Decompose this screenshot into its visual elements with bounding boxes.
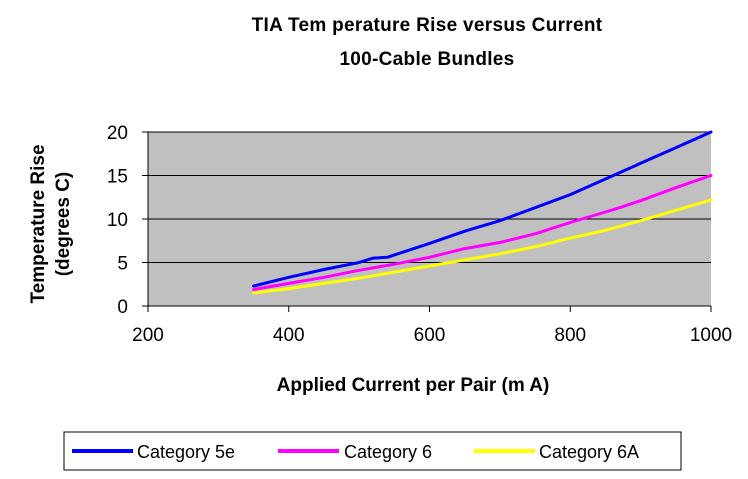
legend-label-category-5e: Category 5e xyxy=(137,442,235,462)
y-tick-label: 5 xyxy=(117,254,128,275)
y-tick-label: 15 xyxy=(107,167,128,188)
y-axis-title-line1: Temperature Rise xyxy=(28,144,49,303)
series-line-category-6a xyxy=(252,198,713,295)
chart-title: TIA Tem perature Rise versus Current xyxy=(252,15,603,36)
x-axis-title: Applied Current per Pair (m A) xyxy=(277,375,550,396)
legend: Category 5e Category 6 Category 6A xyxy=(63,431,682,471)
y-axis-ticks: 0 5 10 15 20 xyxy=(107,123,148,318)
x-axis-ticks: 200 400 600 800 1000 xyxy=(132,306,732,346)
x-tick-label: 600 xyxy=(414,325,446,346)
x-tick-label: 200 xyxy=(132,325,164,346)
legend-label-category-6a: Category 6A xyxy=(539,442,639,462)
chart-subtitle: 100-Cable Bundles xyxy=(339,49,514,70)
x-tick-label: 400 xyxy=(273,325,305,346)
y-tick-label: 0 xyxy=(117,297,128,318)
legend-box xyxy=(63,431,682,471)
series-line-category-5e xyxy=(252,130,713,288)
x-tick-label: 1000 xyxy=(690,325,732,346)
y-tick-label: 20 xyxy=(107,123,128,144)
x-tick-label: 800 xyxy=(554,325,586,346)
y-tick-label: 10 xyxy=(107,210,128,231)
y-axis-title: Temperature Rise (degrees C) xyxy=(28,144,74,303)
y-axis-title-line2: (degrees C) xyxy=(53,172,74,277)
legend-label-category-6: Category 6 xyxy=(344,442,432,462)
gridlines xyxy=(148,131,711,263)
series-line-category-6 xyxy=(252,174,713,291)
series-lines xyxy=(252,130,713,295)
